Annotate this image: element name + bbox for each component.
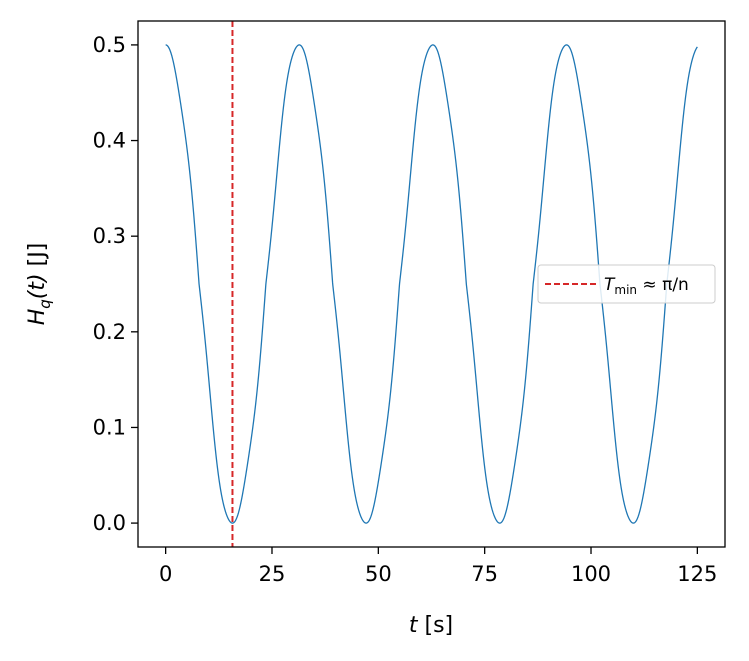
y-tick-label: 0.2 [93,320,126,344]
y-tick-label: 0.4 [93,129,126,153]
x-tick-label: 25 [259,562,286,586]
y-tick-label: 0.0 [93,511,126,535]
x-tick-label: 75 [471,562,498,586]
series-line-0 [165,44,698,524]
legend-box [537,264,716,304]
y-tick-label: 0.3 [93,224,126,248]
x-tick-label: 125 [677,562,717,586]
x-tick-label: 0 [159,562,172,586]
legend: Tmin ≈ π/n [537,264,716,304]
x-tick-label: 50 [365,562,392,586]
y-tick-label: 0.1 [93,415,126,439]
x-tick-label: 100 [571,562,611,586]
y-axis-label: Hq(t) [J] [25,243,54,326]
legend-entry-label: Tmin ≈ π/n [604,275,689,297]
y-tick-label: 0.5 [93,33,126,57]
x-axis-label: t [s] [409,613,453,638]
plot-frame [137,20,726,548]
